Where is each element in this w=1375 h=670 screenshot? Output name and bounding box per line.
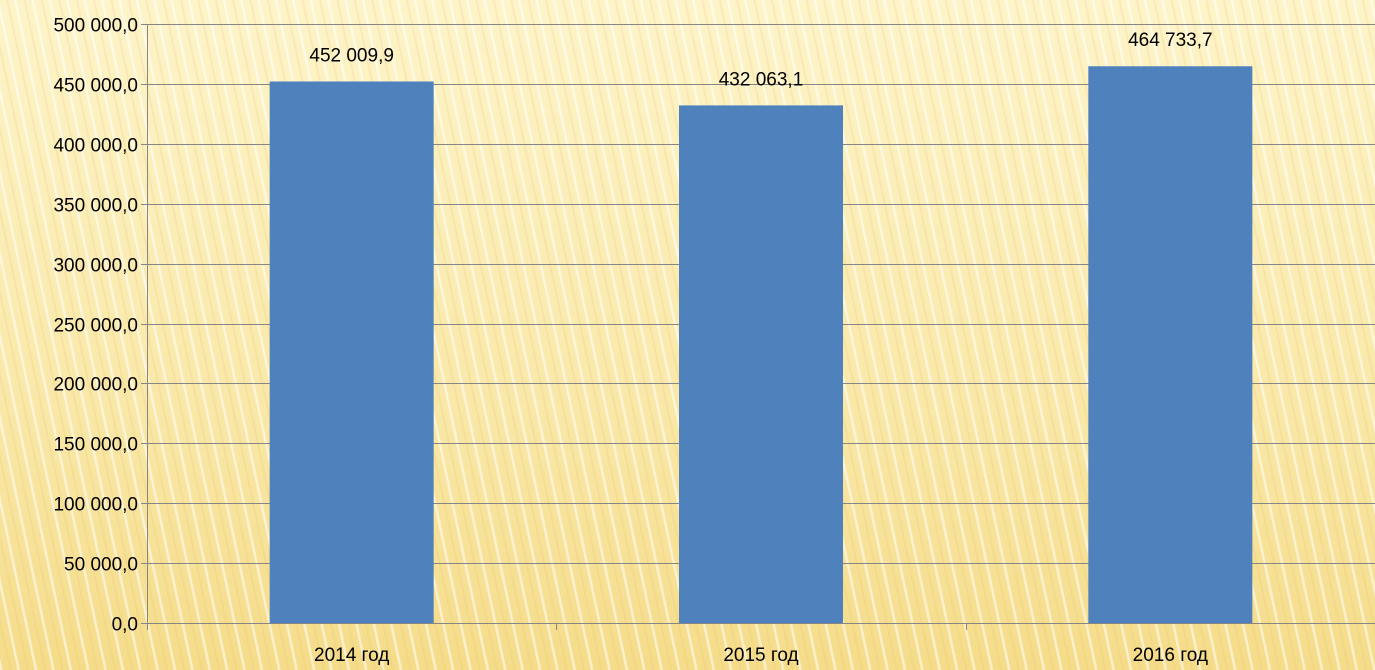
x-tick-labels: 2014 год 2015 год 2016 год [314,645,1208,666]
y-tick-label: 300 000,0 [53,256,138,277]
y-tick-label: 0,0 [112,615,138,636]
y-tick-label: 150 000,0 [53,435,138,456]
y-tick-label: 250 000,0 [53,316,138,337]
data-label: 464 733,7 [1128,30,1213,51]
x-tick-label: 2015 год [723,645,798,666]
y-tick-label: 50 000,0 [64,555,138,576]
y-tick-label: 400 000,0 [53,136,138,157]
y-tick-labels: 0,0 50 000,0 100 000,0 150 000,0 200 000,0 25… [53,16,138,636]
bar [1088,66,1253,624]
bar [269,81,434,624]
x-tick-label: 2014 год [314,645,389,666]
x-tick-label: 2016 год [1133,645,1208,666]
bars [269,66,1253,624]
y-tick-label: 500 000,0 [53,16,138,37]
axes [147,24,1375,630]
y-tick-label: 450 000,0 [53,76,138,97]
y-tick-label: 200 000,0 [53,375,138,396]
y-tick-label: 350 000,0 [53,196,138,217]
data-label: 452 009,9 [309,45,394,66]
bar [679,105,843,623]
data-labels: 452 009,9 432 063,1 464 733,7 [309,30,1212,90]
data-label: 432 063,1 [719,69,804,90]
y-tick-label: 100 000,0 [53,495,138,516]
